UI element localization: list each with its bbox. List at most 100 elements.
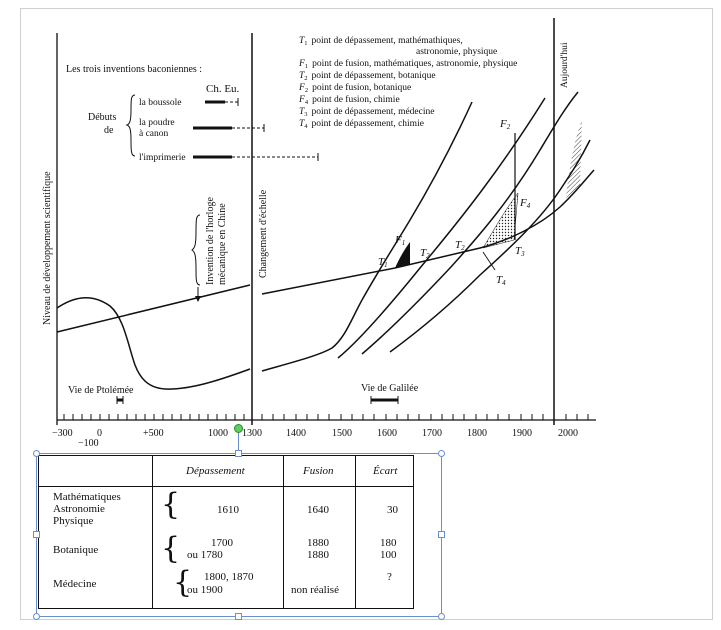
legend-line-1: T1 point de dépassement, mathémathiques, [299, 36, 463, 47]
legend-line-3: F1 point de fusion, mathématiques, astron… [298, 58, 517, 70]
horloge-arrow-head [195, 296, 201, 302]
y-axis-label: Niveau de développement scientifique [42, 171, 53, 325]
cell-ecart: 30 [387, 504, 398, 516]
tick-label: 1000 [208, 428, 228, 439]
label-t3: T3 [515, 245, 525, 258]
legend-block: T1 point de dépassement, mathémathiques, … [298, 36, 517, 130]
invention-canon: à canon [139, 129, 169, 139]
horloge-brace [191, 214, 201, 286]
cell-fusion: 1640 [307, 504, 329, 516]
resize-handle-w[interactable] [33, 531, 40, 538]
invention-boussole: la boussole [139, 98, 181, 108]
row-label: Physique [53, 515, 94, 527]
cell-depassement: ou 1900 [187, 584, 223, 596]
label-t1: T1 [378, 256, 388, 269]
tick-label: 1700 [422, 428, 442, 439]
resize-handle-ne[interactable] [438, 450, 445, 457]
table-col-divider [355, 456, 356, 608]
table-col-divider [152, 456, 153, 608]
tick-label: 1500 [332, 428, 352, 439]
resize-handle-nw[interactable] [33, 450, 40, 457]
cell-ecart: ? [387, 571, 392, 583]
cell-fusion: 1880 [307, 549, 329, 561]
brace-symbol: { [161, 531, 181, 566]
row-label: Médecine [53, 578, 97, 590]
rotate-connector [238, 432, 239, 450]
legend-line-6: F4 point de fusion, chimie [298, 94, 400, 106]
resize-handle-sw[interactable] [33, 613, 40, 620]
row-label: Mathématiques [53, 491, 121, 503]
tick-label: 1300 [242, 428, 262, 439]
rotate-handle[interactable] [234, 424, 243, 433]
invention-poudre: la poudre [139, 118, 175, 128]
tick-label: +500 [143, 428, 164, 439]
header-ecart: Écart [373, 465, 398, 477]
label-f2: F2 [499, 118, 511, 131]
aujourdhui-label: Aujourd'hui [560, 42, 570, 88]
ancient-curve [56, 297, 251, 390]
x-axis-ticks [63, 414, 589, 420]
resize-handle-s[interactable] [235, 613, 242, 620]
vie-galilee-label: Vie de Galilée [361, 383, 419, 394]
resize-handle-e[interactable] [438, 531, 445, 538]
header-fusion: Fusion [303, 465, 334, 477]
fusion-area-f1 [395, 242, 410, 268]
t4-pointer [482, 251, 496, 271]
curve-medecine [361, 91, 579, 355]
curve-maths [361, 101, 473, 301]
legend-intro: Les trois inventions baconiennes : [66, 64, 202, 75]
tick-label-minus100: −100 [78, 438, 99, 449]
cell-ecart: 180 [380, 537, 397, 549]
resize-handle-n[interactable] [235, 450, 242, 457]
life-markers [116, 396, 399, 404]
tick-label: 1900 [512, 428, 532, 439]
legend-line-4: T2 point de dépassement, botanique [299, 71, 436, 82]
selection-box[interactable] [36, 453, 442, 617]
label-t2b: T2 [455, 239, 465, 252]
tick-label: 1600 [377, 428, 397, 439]
lower-curve [261, 299, 363, 372]
cell-fusion: 1880 [307, 537, 329, 549]
comparison-table: Dépassement Fusion Écart Mathématiques A… [38, 455, 414, 609]
tick-label: 1400 [286, 428, 306, 439]
table-header-divider [39, 486, 413, 487]
tick-label: 0 [97, 428, 102, 439]
legend-line-7: T3 point de dépassement, médecine [299, 107, 434, 118]
brace-symbol: { [161, 487, 181, 522]
brace-symbol: { [173, 565, 193, 600]
label-t2: T2 [420, 247, 430, 260]
cell-depassement: 1800, 1870 [204, 571, 254, 583]
label-t4: T4 [496, 274, 506, 287]
invention-bars [125, 94, 319, 161]
legend-line-5: F2 point de fusion, botanique [298, 82, 411, 94]
label-f4: F4 [519, 197, 531, 210]
row-label: Astronomie [53, 503, 105, 515]
vie-ptolemee-label: Vie de Ptolémée [68, 385, 134, 396]
tick-label: 2000 [558, 428, 578, 439]
ch-eu-label: Ch. Eu. [206, 83, 240, 95]
header-depassement: Dépassement [186, 465, 245, 477]
cell-ecart: 100 [380, 549, 397, 561]
fusion-area-today [566, 120, 582, 198]
legend-line-8: T4 point de dépassement, chimie [299, 119, 424, 130]
cell-depassement: 1610 [217, 504, 239, 516]
horloge-label-1: Invention de l'horloge [205, 197, 216, 285]
curve-botanique [337, 97, 546, 359]
cell-depassement: ou 1780 [187, 549, 223, 561]
horloge-label-2: mécanique en Chine [217, 203, 228, 285]
cell-depassement: 1700 [211, 537, 233, 549]
table-col-divider [283, 456, 284, 608]
fusion-area-f4 [482, 192, 519, 249]
cell-fusion: non réalisé [291, 584, 339, 596]
row-label: Botanique [53, 544, 99, 556]
changement-label: Changement d'échelle [258, 189, 269, 278]
point-labels: T1 F1 T2 T2 T3 T4 F2 F4 [378, 118, 531, 287]
resize-handle-se[interactable] [438, 613, 445, 620]
x-tick-labels: −300 0 +500 1000 1300 −100 1400 1500 160… [52, 428, 578, 449]
label-f1: F1 [394, 234, 405, 247]
page-frame [20, 8, 713, 620]
trend-line-left [56, 284, 251, 333]
de-label: de [104, 125, 114, 136]
debuts-label: Débuts [88, 112, 116, 123]
